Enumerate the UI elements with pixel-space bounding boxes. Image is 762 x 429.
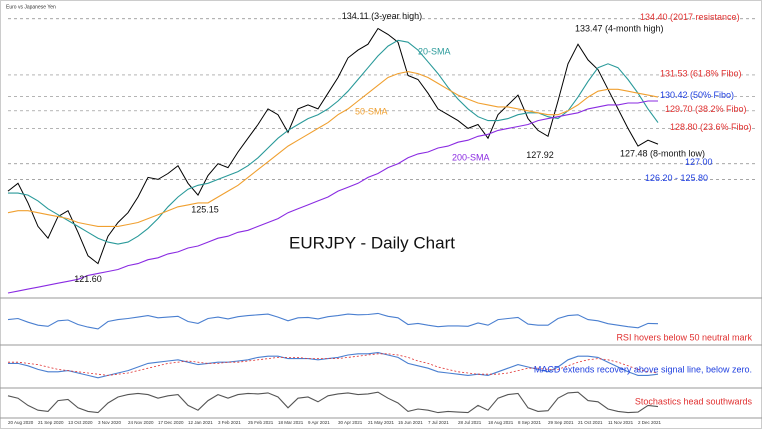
annotation: 133.47 (4-month high) <box>575 23 664 33</box>
series-label: 20-SMA <box>418 46 451 56</box>
annotation: 134.11 (3-year high) <box>342 11 422 21</box>
price-line <box>7 27 659 265</box>
level-label: 128.80 (23.6% Fibo) <box>670 122 752 132</box>
x-tick-label: 18 Aug 2021 <box>488 420 514 425</box>
panel-caption: MACD extends recovery above signal line,… <box>534 364 752 374</box>
x-tick-label: 13 Oct 2020 <box>68 420 93 425</box>
x-tick-label: 3 Nov 2020 <box>98 420 122 425</box>
indicator-line <box>7 391 659 414</box>
level-label: 126.20 - 125.80 <box>645 173 708 183</box>
annotation: 127.48 (8-month low) <box>620 149 705 159</box>
x-tick-label: 21 Sep 2020 <box>38 420 64 425</box>
x-tick-label: 12 Jan 2021 <box>188 420 213 425</box>
x-tick-label: 30 Apr 2021 <box>338 420 363 425</box>
x-tick-label: 21 May 2021 <box>368 420 395 425</box>
x-tick-label: 20 Aug 2020 <box>8 420 34 425</box>
x-tick-label: 25 Feb 2021 <box>248 420 274 425</box>
level-label: 134.40 (2017 resistance) <box>640 12 740 22</box>
x-tick-label: 11 Nov 2021 <box>608 420 634 425</box>
x-tick-label: 2 Dec 2021 <box>638 420 662 425</box>
panel-caption: Stochastics head southwards <box>635 396 753 406</box>
series-label: 200-SMA <box>452 152 490 162</box>
indicator-line <box>7 71 659 227</box>
indicator-line <box>7 100 658 294</box>
level-label: 131.53 (61.8% Fibo) <box>660 68 742 78</box>
x-tick-label: 15 Jun 2021 <box>398 420 423 425</box>
x-tick-label: 21 Oct 2021 <box>578 420 603 425</box>
level-label: 130.42 (50% Fibo) <box>660 90 734 100</box>
x-tick-label: 9 Apr 2021 <box>308 420 330 425</box>
level-label: 127.00 <box>685 157 713 167</box>
indicator-line <box>7 312 659 330</box>
series-label: 50-SMA <box>355 106 388 116</box>
indicator-line <box>8 39 659 245</box>
level-label: 129.70 (38.2% Fibo) <box>665 104 747 114</box>
x-tick-label: 18 Mar 2021 <box>278 420 304 425</box>
panel-caption: RSI hovers below 50 neutral mark <box>616 332 752 342</box>
indicator-line <box>8 352 659 379</box>
annotation: 125.15 <box>191 204 219 214</box>
x-tick-label: 7 Jul 2021 <box>428 420 449 425</box>
x-tick-label: 17 Dec 2020 <box>158 420 184 425</box>
chart-subtitle: Euro vs Japanese Yen <box>6 4 56 10</box>
x-tick-label: 28 Jul 2021 <box>458 420 482 425</box>
x-tick-label: 3 Feb 2021 <box>218 420 241 425</box>
x-tick-label: 29 Sep 2021 <box>548 420 574 425</box>
x-tick-label: 8 Sep 2021 <box>518 420 542 425</box>
indicator-line <box>8 353 659 376</box>
x-tick-label: 24 Nov 2020 <box>128 420 154 425</box>
annotation: 121.60 <box>74 274 102 284</box>
chart-title: EURJPY - Daily Chart <box>289 233 455 252</box>
annotation: 127.92 <box>526 150 554 160</box>
